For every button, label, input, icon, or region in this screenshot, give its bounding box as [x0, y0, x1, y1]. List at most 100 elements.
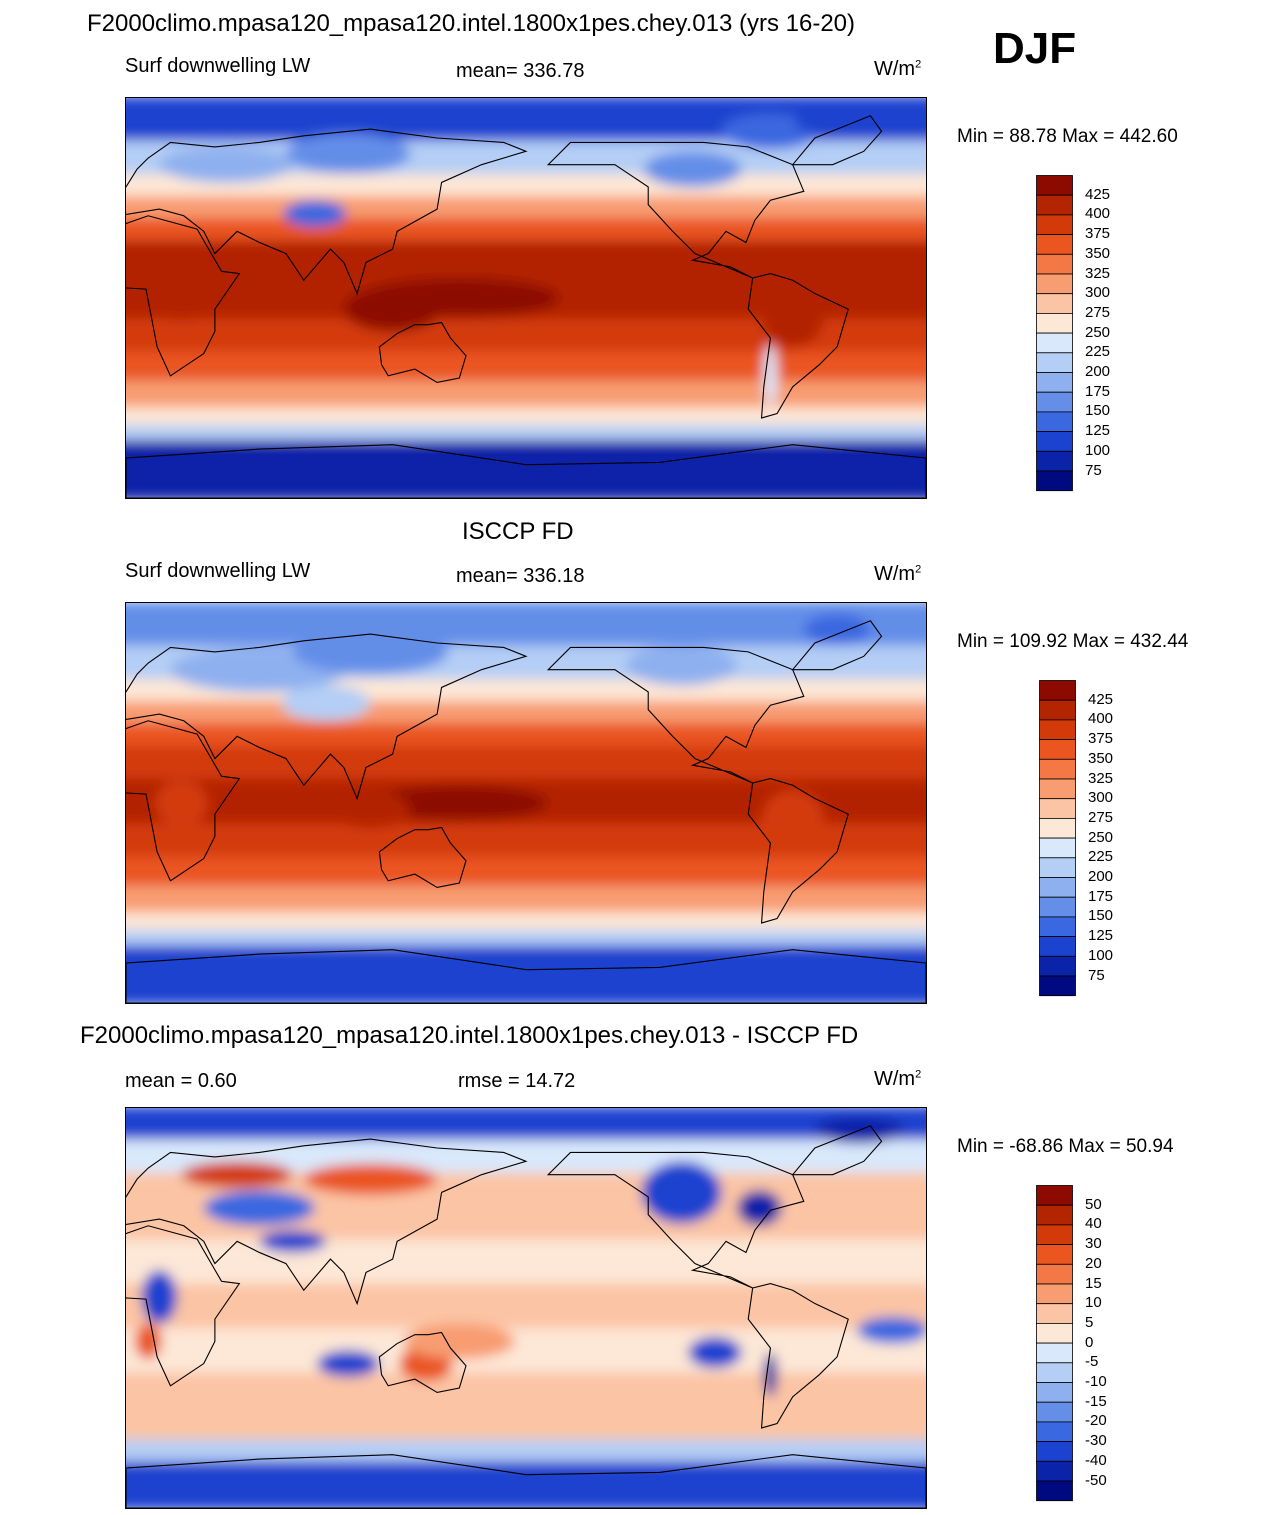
colorbar-tick-label: 20 — [1085, 1254, 1102, 1272]
field-blob — [317, 1350, 380, 1377]
colorbar-swatch — [1036, 312, 1073, 334]
field-band — [126, 218, 926, 245]
field-band — [126, 856, 926, 890]
colorbar-swatch — [1039, 680, 1076, 701]
colorbar-tick-label: 325 — [1085, 264, 1111, 282]
coastline — [126, 949, 926, 1003]
colorbar-tick-label: 100 — [1088, 946, 1114, 964]
colorbar-swatch — [1039, 916, 1076, 937]
colorbar-tick-label: 75 — [1085, 461, 1102, 479]
colorbar-swatch — [1039, 817, 1076, 839]
colorbar-swatch — [1039, 975, 1076, 997]
colorbar-tick-label: 275 — [1088, 808, 1114, 826]
coastline — [546, 1151, 805, 1289]
colorbar-swatch — [1039, 719, 1076, 741]
colorbar-swatch — [1039, 739, 1076, 760]
colorbar-tick-label: 325 — [1088, 769, 1114, 787]
colorbar-swatch — [1039, 798, 1076, 819]
field-blob — [154, 275, 209, 321]
colorbar-tick-label: 200 — [1085, 363, 1111, 380]
field-blob — [857, 1316, 926, 1344]
panel2-minmax: Min = 109.92 Max = 432.44 — [957, 631, 1189, 652]
field-band — [126, 1108, 926, 1144]
colorbar-tick-label: 100 — [1085, 441, 1111, 459]
field-blob — [688, 1336, 742, 1368]
panel1-mean: mean= 336.78 — [456, 60, 585, 82]
field-blob — [141, 1270, 178, 1324]
field-blob — [737, 1190, 782, 1226]
coastline — [747, 272, 849, 419]
colorbar-swatch — [1036, 1421, 1073, 1442]
colorbar-tick-label: 375 — [1088, 730, 1114, 748]
field-band — [126, 745, 926, 783]
coastline — [126, 1454, 926, 1508]
field-blob — [803, 614, 871, 646]
field-band — [126, 1328, 926, 1377]
colorbar-swatch — [1036, 352, 1073, 373]
colorbar-svg — [1039, 680, 1076, 997]
colorbar-swatch — [1036, 1244, 1073, 1265]
colorbar-tick-label: -40 — [1085, 1451, 1107, 1469]
coastline — [126, 128, 528, 296]
colorbar-tick-label: 375 — [1085, 225, 1111, 243]
colorbar-tick-label: 5 — [1085, 1313, 1094, 1331]
field-band — [126, 723, 926, 750]
colorbar-tick-label: 250 — [1085, 323, 1111, 341]
coastline — [747, 777, 849, 924]
field-blob — [343, 286, 442, 332]
map-field — [126, 98, 926, 498]
field-band — [126, 380, 926, 412]
colorbar-swatch — [1036, 391, 1073, 413]
field-blob — [259, 1230, 326, 1253]
colorbar-swatch — [1036, 1224, 1073, 1246]
colorbar-swatch — [1039, 699, 1076, 721]
colorbar-swatch — [1036, 1362, 1073, 1383]
colorbar-swatch — [1039, 778, 1076, 800]
colorbar-tick-label: 300 — [1088, 789, 1114, 807]
field-band — [126, 1372, 926, 1410]
panel3-rmse: rmse = 14.72 — [458, 1070, 576, 1092]
map-field — [126, 603, 926, 1003]
coastline — [126, 1138, 528, 1306]
colorbar-tick-label: 200 — [1088, 868, 1114, 885]
field-blob — [330, 791, 411, 828]
colorbar-tick-label: 225 — [1088, 848, 1114, 866]
colorbar-swatch — [1036, 234, 1073, 255]
colorbar-swatch — [1036, 1283, 1073, 1305]
field-band — [126, 885, 926, 917]
colorbar-tick-label: 350 — [1088, 749, 1114, 767]
panel1-colorbar: 425 400 375 350 325 300 275 250 225 200 175 150 125 1… — [1036, 175, 1126, 497]
coastline — [791, 115, 883, 166]
colorbar-swatch — [1036, 1204, 1073, 1226]
field-blob — [286, 133, 411, 174]
colorbar-tick-label: 150 — [1085, 402, 1111, 420]
field-blob — [794, 104, 858, 136]
colorbar-swatch — [1039, 936, 1076, 957]
field-band — [126, 603, 926, 650]
colorbar-swatch — [1036, 253, 1073, 275]
coastline — [747, 1282, 849, 1429]
field-blob — [283, 200, 346, 227]
field-band — [126, 1406, 926, 1444]
colorbar-tick-label: 425 — [1085, 185, 1111, 203]
colorbar-swatch — [1036, 450, 1073, 472]
colorbar-tick-label: 125 — [1088, 927, 1114, 945]
colorbar-swatch — [1036, 1480, 1073, 1502]
panel2-mean: mean= 336.18 — [456, 565, 585, 587]
field-band — [126, 1239, 926, 1288]
colorbar-tick-label: 175 — [1085, 382, 1111, 400]
colorbar-swatch — [1036, 1342, 1073, 1364]
colorbar-swatch — [1036, 1460, 1073, 1482]
field-blob — [303, 1163, 438, 1195]
coastline — [546, 646, 805, 784]
field-blob — [641, 1161, 722, 1224]
field-blob — [159, 146, 293, 183]
colorbar-swatch — [1036, 1185, 1073, 1206]
field-blob — [761, 789, 824, 852]
field-blob — [403, 1323, 515, 1360]
colorbar-tick-label: 40 — [1085, 1215, 1102, 1233]
colorbar-swatch — [1036, 332, 1073, 354]
field-blob — [626, 645, 738, 686]
colorbar-tick-label: 175 — [1088, 887, 1114, 905]
colorbar-swatch — [1036, 214, 1073, 236]
